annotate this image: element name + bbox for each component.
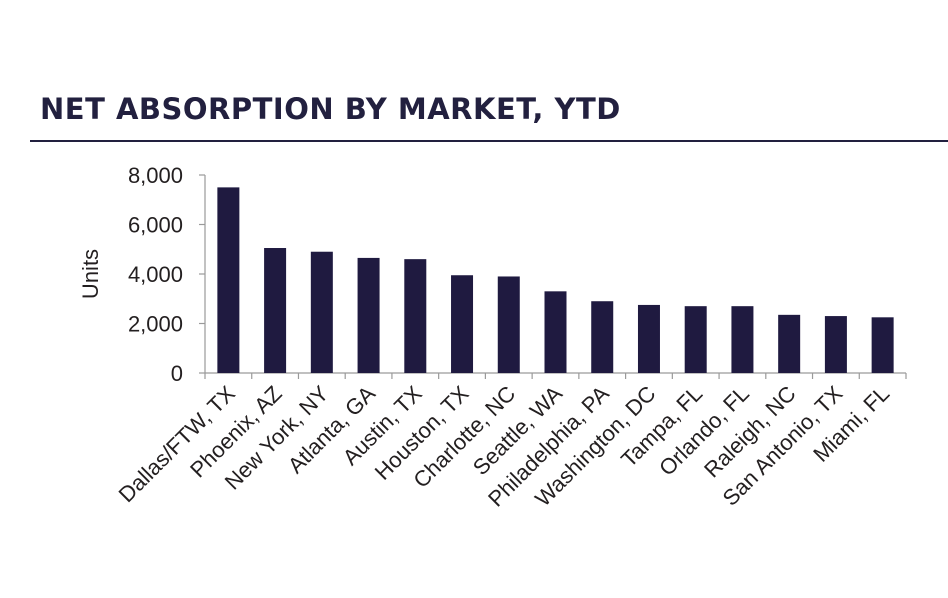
bar bbox=[357, 257, 380, 373]
bar bbox=[824, 316, 847, 373]
bar bbox=[217, 187, 240, 373]
bar bbox=[778, 314, 801, 373]
bar bbox=[497, 276, 520, 373]
y-axis: 0 2,000 4,000 6,000 8,000 bbox=[128, 163, 206, 386]
bar bbox=[404, 259, 427, 373]
bar bbox=[684, 306, 707, 373]
y-tick-label: 6,000 bbox=[128, 213, 183, 238]
bars bbox=[217, 187, 894, 373]
bar bbox=[451, 275, 474, 373]
y-tick-label: 4,000 bbox=[128, 262, 183, 287]
y-tick-label: 8,000 bbox=[128, 163, 183, 188]
title-divider bbox=[30, 140, 948, 142]
y-tick-label: 0 bbox=[171, 361, 183, 386]
bar bbox=[544, 291, 567, 373]
bar bbox=[871, 317, 894, 373]
y-axis-label: Units bbox=[78, 249, 103, 299]
y-tick-label: 2,000 bbox=[128, 312, 183, 337]
bar bbox=[264, 248, 287, 373]
bar bbox=[637, 304, 660, 373]
bar bbox=[731, 306, 754, 373]
chart-title: NET ABSORPTION BY MARKET, YTD bbox=[40, 92, 621, 126]
bar bbox=[310, 251, 333, 373]
bar bbox=[591, 301, 614, 373]
